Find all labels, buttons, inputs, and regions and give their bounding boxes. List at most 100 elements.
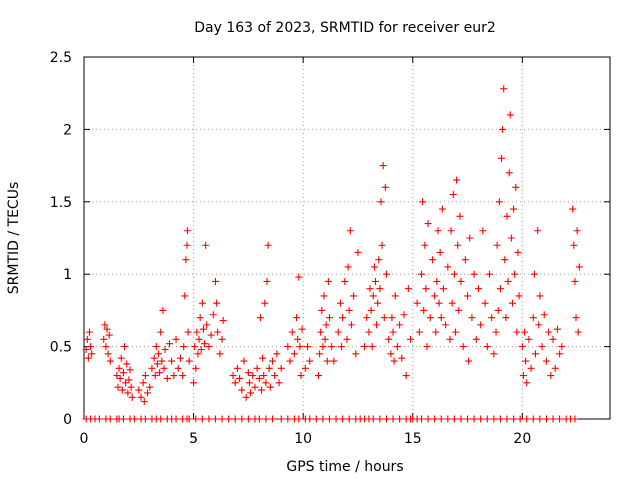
data-point [203,321,211,329]
data-point [255,374,263,382]
data-point [102,343,110,351]
y-tick-label: 1 [63,267,72,283]
data-point [523,379,531,387]
data-point [421,241,429,249]
data-point [318,306,326,314]
data-point [205,343,213,351]
data-point [426,314,434,322]
x-axis-label: GPS time / hours [286,459,403,475]
data-point [572,314,580,322]
data-point [418,270,426,278]
data-point [306,415,314,423]
data-point [345,415,353,423]
data-point [439,285,447,293]
data-point [323,357,331,365]
data-point [400,311,408,319]
y-axis-label: SRMTID / TECUs [6,182,22,295]
data-point [352,350,360,358]
data-point [306,357,314,365]
data-point [242,393,250,401]
data-point [493,241,501,249]
data-point [159,306,167,314]
data-point [432,328,440,336]
data-point [449,191,457,199]
data-point [375,256,383,264]
data-point [529,314,537,322]
data-point [153,360,161,368]
data-point [523,415,531,423]
data-point [361,343,369,351]
data-point [95,415,103,423]
data-point [341,277,349,285]
data-point [321,335,329,343]
data-point [442,321,450,329]
data-point [339,314,347,322]
data-point [196,314,204,322]
data-point [202,241,210,249]
data-point [477,415,485,423]
data-point [542,357,550,365]
data-point [137,393,145,401]
data-point [266,383,274,391]
data-point [431,415,439,423]
data-point [551,364,559,372]
data-point [190,379,198,387]
data-point [518,343,526,351]
data-point [180,343,188,351]
data-point [419,198,427,206]
data-point [444,415,452,423]
data-point [483,415,491,423]
data-point [216,350,224,358]
data-point [126,366,134,374]
data-point [547,372,555,380]
data-point [209,311,217,319]
data-point [512,183,520,191]
data-point [158,357,166,365]
data-point [176,354,184,362]
data-point [165,340,173,348]
data-point [284,343,292,351]
data-point [295,415,303,423]
data-point [185,415,193,423]
data-point [402,372,410,380]
data-point [334,328,342,336]
data-point [207,331,215,339]
data-point [119,415,127,423]
data-point [504,277,512,285]
data-point [387,350,395,358]
data-point [141,372,149,380]
data-point [151,372,159,380]
data-point [393,343,401,351]
grid-lines [84,57,610,419]
data-point [369,415,377,423]
data-point [363,314,371,322]
data-point [514,248,522,256]
data-point [297,372,305,380]
data-point [201,340,209,348]
data-point [470,415,478,423]
data-point [253,364,261,372]
data-point [247,389,255,397]
data-point [505,169,513,177]
data-point [263,277,271,285]
data-point [516,415,524,423]
data-point [366,285,374,293]
data-point [488,314,496,322]
data-point [457,415,465,423]
data-point [431,292,439,300]
data-point [424,220,432,228]
data-point [396,415,404,423]
data-point [510,415,518,423]
data-point [522,357,530,365]
data-point [194,350,202,358]
data-point [87,343,95,351]
data-point [251,383,259,391]
data-point [475,285,482,293]
data-point [508,299,516,307]
data-point [483,343,491,351]
data-point [298,325,306,333]
data-point [100,335,108,343]
data-point [324,277,332,285]
data-point [503,212,511,220]
data-point [193,328,201,336]
